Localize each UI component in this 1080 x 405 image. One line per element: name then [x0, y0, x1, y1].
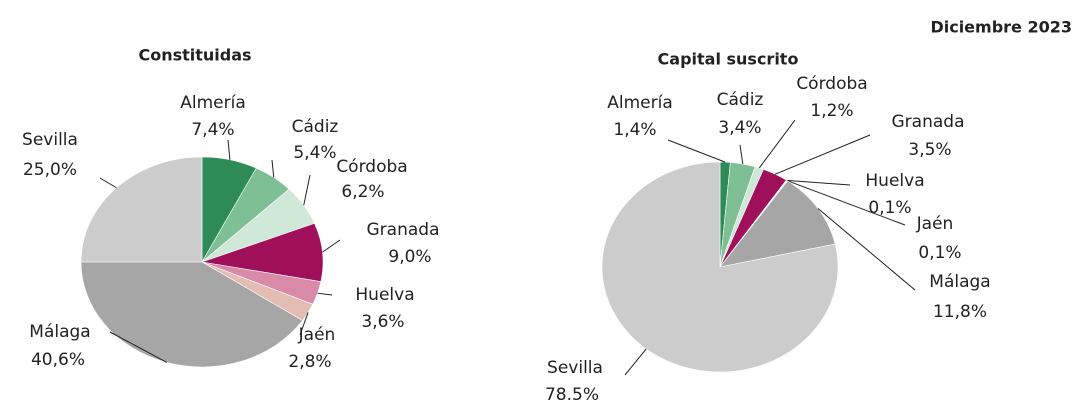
- slice-label: Almería: [607, 93, 673, 113]
- slice-value: 78.5%: [545, 385, 599, 405]
- slice-value: 0,1%: [918, 243, 961, 263]
- leader-line: [227, 139, 231, 160]
- slice-value: 0,1%: [868, 198, 911, 218]
- slice-value: 1,4%: [613, 120, 656, 140]
- slice-label: Sevilla: [547, 358, 603, 378]
- slice-label: Jaén: [916, 214, 954, 234]
- leader-line: [317, 292, 333, 296]
- date-title: Diciembre 2023: [930, 18, 1072, 37]
- chart-title: Constituidas: [138, 46, 251, 65]
- slice-label: Huelva: [865, 171, 924, 191]
- chart-title: Capital suscrito: [658, 50, 799, 69]
- leader-line: [775, 134, 871, 175]
- slice-value: 2,8%: [288, 352, 331, 372]
- leader-line: [758, 119, 796, 169]
- pie-slice: [80, 156, 203, 263]
- slice-label: Cádiz: [717, 90, 764, 110]
- slice-label: Huelva: [355, 285, 414, 305]
- slice-label: Cádiz: [292, 117, 339, 137]
- pie-slice: [719, 180, 836, 268]
- leader-line: [299, 312, 309, 336]
- leader-line: [303, 174, 311, 206]
- slice-value: 3,4%: [718, 118, 761, 138]
- leader-line: [739, 144, 744, 165]
- slice-label: Sevilla: [22, 130, 78, 150]
- slice-value: 11,8%: [933, 302, 987, 322]
- pie-slice: [601, 161, 839, 373]
- leader-line: [624, 348, 647, 376]
- slice-label: Málaga: [29, 322, 90, 342]
- leader-line: [271, 159, 275, 178]
- slice-label: Córdoba: [336, 157, 407, 177]
- leader-line: [99, 177, 117, 189]
- slice-value: 3,6%: [361, 312, 404, 332]
- slice-value: 9,0%: [388, 247, 431, 267]
- slice-value: 25,0%: [23, 160, 77, 180]
- leader-line: [667, 139, 726, 163]
- slice-label: Córdoba: [796, 74, 867, 94]
- slice-label: Almería: [180, 93, 246, 113]
- slice-value: 1,2%: [810, 101, 853, 121]
- slice-value: 5,4%: [293, 143, 336, 163]
- slice-label: Granada: [892, 112, 965, 132]
- leader-line: [787, 180, 906, 226]
- slice-value: 7,4%: [191, 120, 234, 140]
- slice-label: Granada: [367, 220, 440, 240]
- leader-line: [109, 331, 168, 363]
- slice-value: 3,5%: [908, 140, 951, 160]
- slice-value: 40,6%: [31, 350, 85, 370]
- slice-label: Jaén: [298, 325, 336, 345]
- leader-line: [817, 208, 916, 291]
- slice-label: Málaga: [929, 272, 990, 292]
- slice-value: 6,2%: [341, 182, 384, 202]
- leader-line: [322, 239, 341, 253]
- leader-line: [786, 179, 851, 186]
